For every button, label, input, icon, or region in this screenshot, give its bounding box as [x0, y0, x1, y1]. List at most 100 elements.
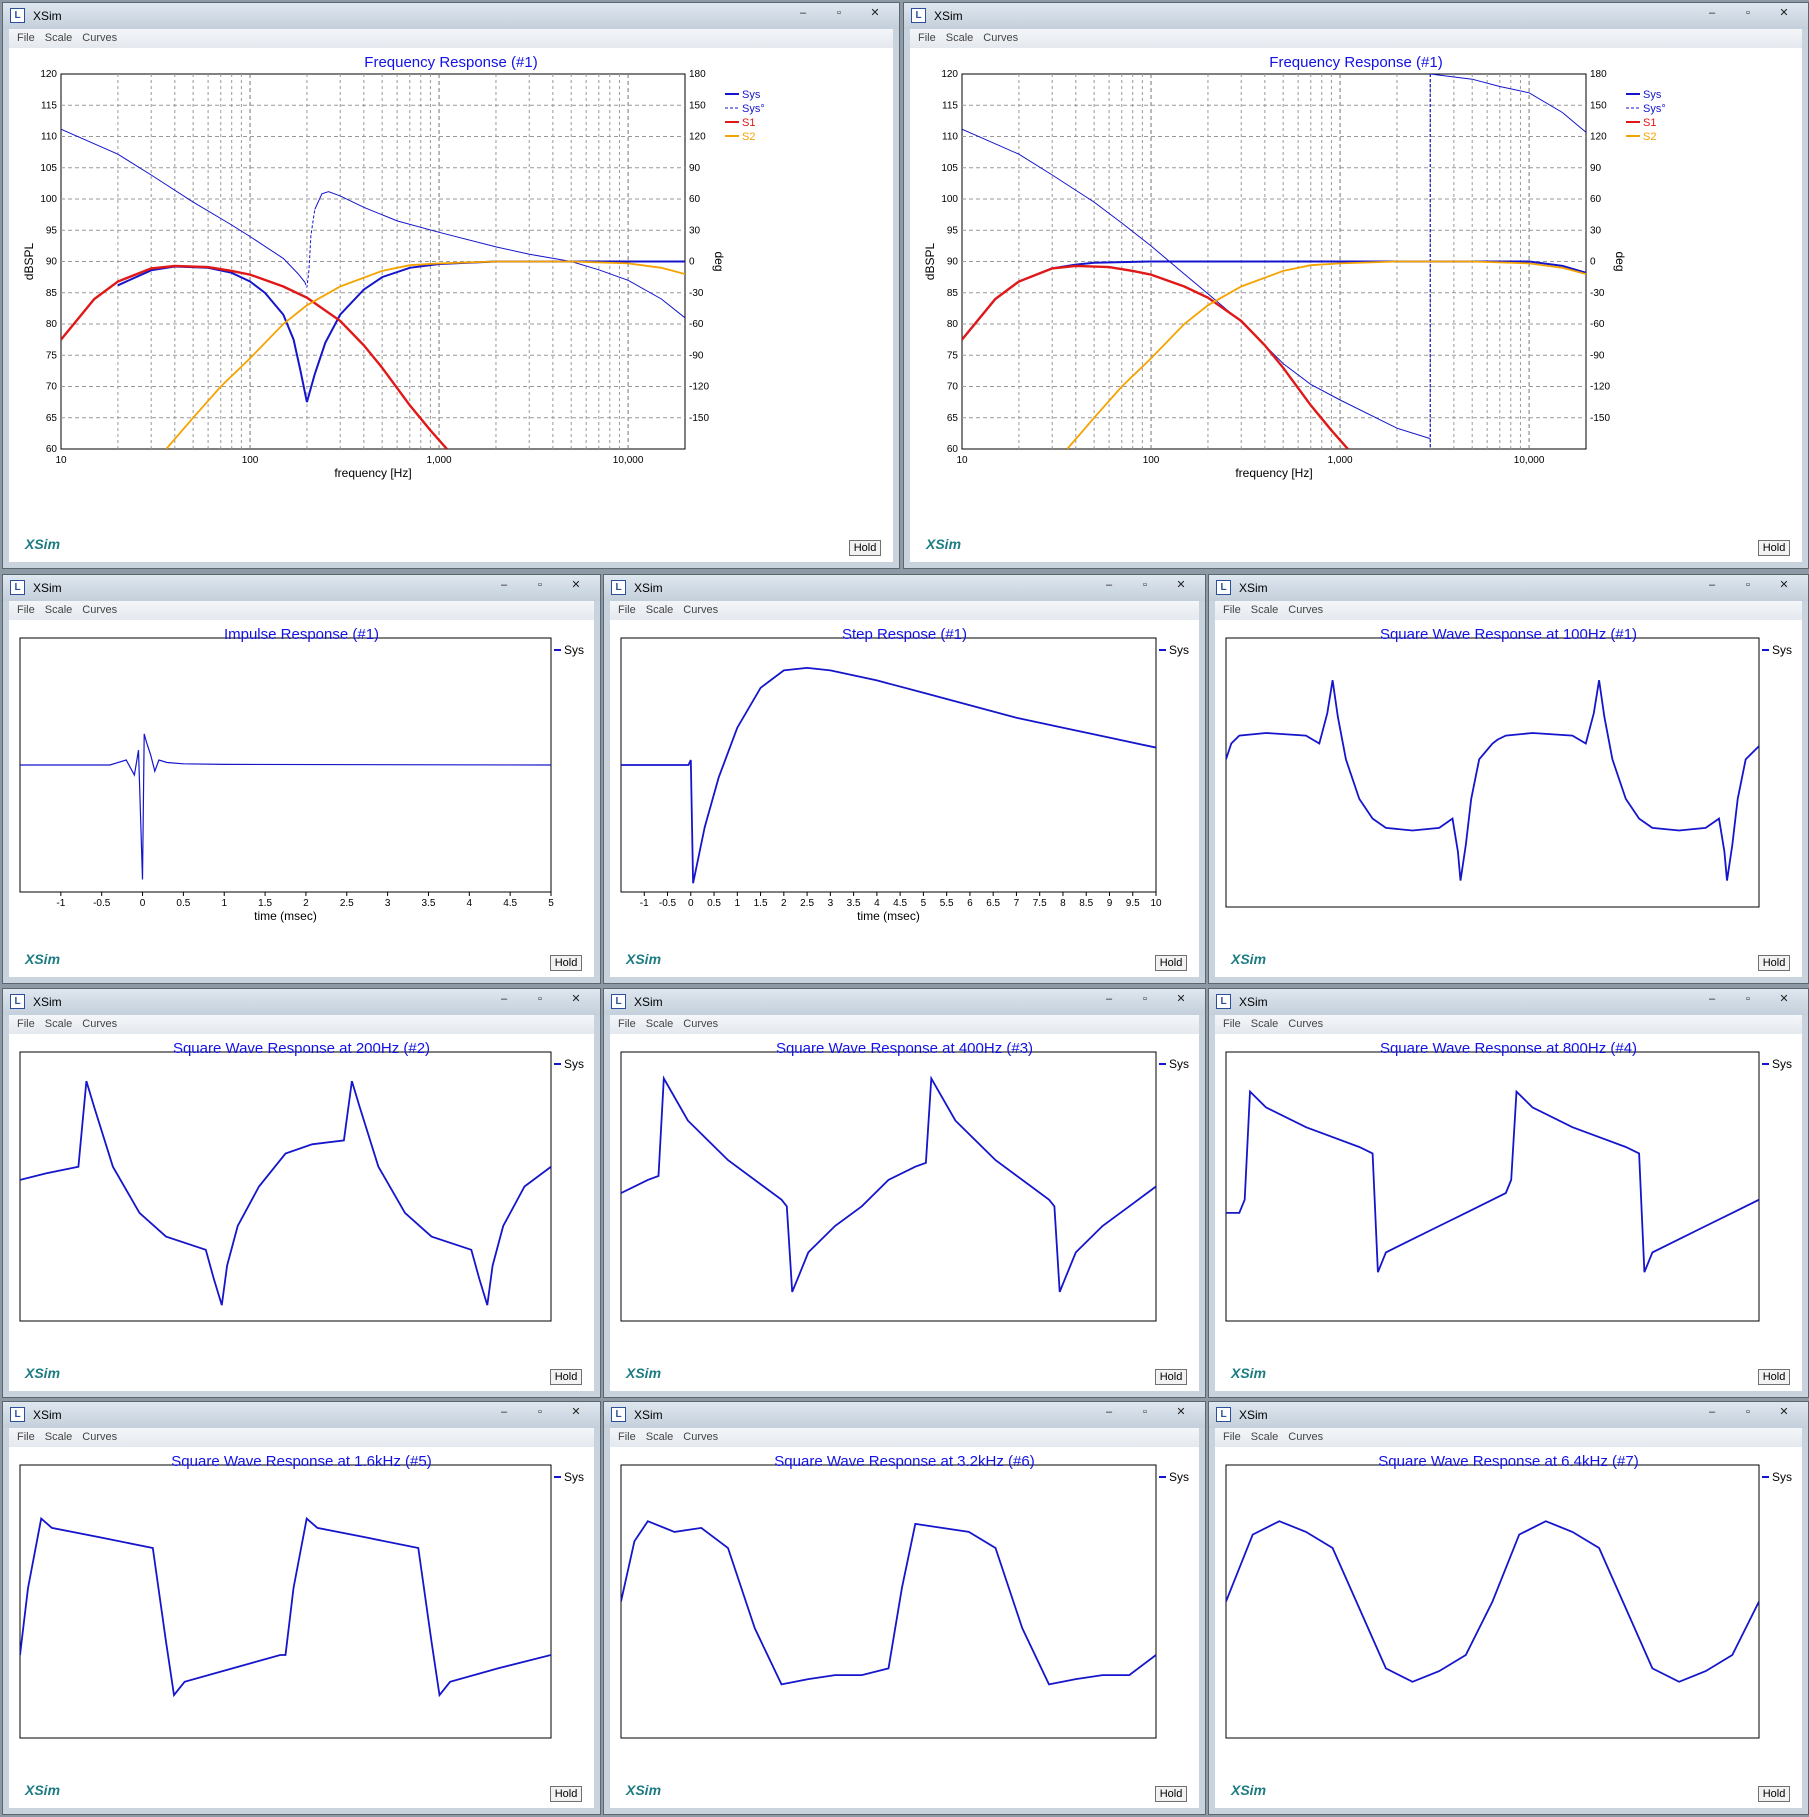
maximize-button[interactable]: ▫ [1143, 993, 1147, 1005]
title-bar[interactable]: L XSim ‒ ▫ ✕ [604, 575, 1205, 601]
maximize-button[interactable]: ▫ [1746, 7, 1750, 19]
menu-scale[interactable]: Scale [44, 1431, 73, 1443]
menu-file[interactable]: File [618, 1431, 636, 1443]
close-button[interactable]: ✕ [1176, 579, 1186, 591]
maximize-button[interactable]: ▫ [1143, 1406, 1147, 1418]
close-button[interactable]: ✕ [1779, 1406, 1789, 1418]
menu-curves[interactable]: Curves [82, 32, 118, 44]
menu-curves[interactable]: Curves [683, 604, 719, 616]
menu-curves[interactable]: Curves [82, 604, 118, 616]
menu-curves[interactable]: Curves [683, 1431, 719, 1443]
minimize-button[interactable]: ‒ [500, 579, 508, 591]
menu-file[interactable]: File [17, 1431, 35, 1443]
menu-file[interactable]: File [618, 604, 636, 616]
hold-button[interactable]: Hold [1758, 540, 1790, 556]
minimize-button[interactable]: ‒ [500, 1406, 508, 1418]
menu-file[interactable]: File [17, 1018, 35, 1030]
title-bar[interactable]: L XSim ‒ ▫ ✕ [3, 989, 600, 1015]
menu-file[interactable]: File [618, 1018, 636, 1030]
minimize-button[interactable]: ‒ [1708, 579, 1716, 591]
minimize-button[interactable]: ‒ [1708, 1406, 1716, 1418]
menu-scale[interactable]: Scale [1250, 1431, 1279, 1443]
xsim-logo: XSim [25, 536, 61, 552]
maximize-button[interactable]: ▫ [837, 7, 841, 19]
menu-curves[interactable]: Curves [1288, 1018, 1324, 1030]
menu-scale[interactable]: Scale [1250, 1018, 1279, 1030]
menu-curves[interactable]: Curves [683, 1018, 719, 1030]
menu-scale[interactable]: Scale [44, 604, 73, 616]
menu-curves[interactable]: Curves [983, 32, 1019, 44]
close-button[interactable]: ✕ [1176, 1406, 1186, 1418]
close-button[interactable]: ✕ [1176, 993, 1186, 1005]
window-controls: ‒ ▫ ✕ [1091, 991, 1199, 1008]
maximize-button[interactable]: ▫ [1746, 1406, 1750, 1418]
maximize-button[interactable]: ▫ [538, 1406, 542, 1418]
close-button[interactable]: ✕ [1779, 579, 1789, 591]
menu-scale[interactable]: Scale [44, 32, 73, 44]
title-bar[interactable]: L XSim ‒ ▫ ✕ [904, 3, 1808, 29]
minimize-button[interactable]: ‒ [1708, 7, 1716, 19]
hold-button[interactable]: Hold [1155, 1369, 1187, 1385]
maximize-button[interactable]: ▫ [1746, 993, 1750, 1005]
close-button[interactable]: ✕ [571, 1406, 581, 1418]
title-bar[interactable]: L XSim ‒ ▫ ✕ [604, 989, 1205, 1015]
minimize-button[interactable]: ‒ [1105, 993, 1113, 1005]
maximize-button[interactable]: ▫ [538, 579, 542, 591]
xsim-logo: XSim [1231, 1782, 1267, 1798]
menu-scale[interactable]: Scale [945, 32, 974, 44]
step-chart: -1 -0.5 0 0.5 1 1.5 2 2.5 3 3.5 4 4.5 5 5.5 6 6.5 7 7.5 8 8… [620, 637, 1189, 923]
title-bar[interactable]: L XSim ‒ ▫ ✕ [3, 575, 600, 601]
menu-scale[interactable]: Scale [44, 1018, 73, 1030]
maximize-button[interactable]: ▫ [1746, 579, 1750, 591]
menu-file[interactable]: File [17, 32, 35, 44]
close-button[interactable]: ✕ [1779, 7, 1789, 19]
menu-curves[interactable]: Curves [82, 1018, 118, 1030]
title-bar[interactable]: L XSim ‒ ▫ ✕ [604, 1402, 1205, 1428]
hold-button[interactable]: Hold [1155, 955, 1187, 971]
hold-button[interactable]: Hold [550, 1786, 582, 1802]
close-button[interactable]: ✕ [571, 579, 581, 591]
hold-button[interactable]: Hold [1758, 1369, 1790, 1385]
maximize-button[interactable]: ▫ [538, 993, 542, 1005]
menu-scale[interactable]: Scale [1250, 604, 1279, 616]
title-bar[interactable]: L XSim ‒ ▫ ✕ [3, 3, 899, 29]
menu-scale[interactable]: Scale [645, 604, 674, 616]
close-button[interactable]: ✕ [571, 993, 581, 1005]
impulse-chart: -1 -0.5 0 0.5 1 1.5 2 2.5 3 3.5 4 4.5 5 time (msec) Sy… [19, 637, 584, 923]
hold-button[interactable]: Hold [1758, 1786, 1790, 1802]
x-tick-label: 7.5 [1033, 898, 1047, 909]
minimize-button[interactable]: ‒ [1708, 993, 1716, 1005]
menu-file[interactable]: File [17, 604, 35, 616]
app-icon: L [911, 8, 926, 23]
menu-file[interactable]: File [918, 32, 936, 44]
x-tick-label: 5 [921, 898, 927, 909]
hold-button[interactable]: Hold [1758, 955, 1790, 971]
minimize-button[interactable]: ‒ [1105, 579, 1113, 591]
menu-file[interactable]: File [1223, 1018, 1241, 1030]
minimize-button[interactable]: ‒ [1105, 1406, 1113, 1418]
menu-curves[interactable]: Curves [82, 1431, 118, 1443]
menu-scale[interactable]: Scale [645, 1018, 674, 1030]
menu-curves[interactable]: Curves [1288, 1431, 1324, 1443]
hold-button[interactable]: Hold [550, 1369, 582, 1385]
window-title: XSim [33, 1408, 62, 1422]
hold-button[interactable]: Hold [1155, 1786, 1187, 1802]
hold-button[interactable]: Hold [849, 540, 881, 556]
menu-scale[interactable]: Scale [645, 1431, 674, 1443]
x-tick-label: 10,000 [1514, 455, 1545, 466]
title-bar[interactable]: L XSim ‒ ▫ ✕ [1209, 1402, 1808, 1428]
maximize-button[interactable]: ▫ [1143, 579, 1147, 591]
menu-file[interactable]: File [1223, 1431, 1241, 1443]
minimize-button[interactable]: ‒ [500, 993, 508, 1005]
menu-curves[interactable]: Curves [1288, 604, 1324, 616]
menu-file[interactable]: File [1223, 604, 1241, 616]
title-bar[interactable]: L XSim ‒ ▫ ✕ [3, 1402, 600, 1428]
minimize-button[interactable]: ‒ [799, 7, 807, 19]
hold-button[interactable]: Hold [550, 955, 582, 971]
title-bar[interactable]: L XSim ‒ ▫ ✕ [1209, 989, 1808, 1015]
plot-title: Frequency Response (#1) [1269, 54, 1443, 71]
legend-sys: Sys [564, 1057, 584, 1071]
close-button[interactable]: ✕ [870, 7, 880, 19]
title-bar[interactable]: L XSim ‒ ▫ ✕ [1209, 575, 1808, 601]
close-button[interactable]: ✕ [1779, 993, 1789, 1005]
